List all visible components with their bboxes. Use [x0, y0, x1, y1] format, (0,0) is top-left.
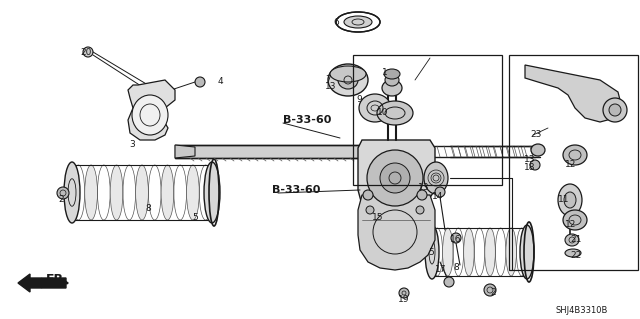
Ellipse shape [531, 144, 545, 156]
Ellipse shape [110, 165, 123, 220]
Text: 3: 3 [129, 140, 135, 149]
Ellipse shape [363, 190, 373, 200]
Ellipse shape [384, 69, 400, 79]
Ellipse shape [377, 101, 413, 125]
Text: 2: 2 [490, 288, 495, 297]
Text: 18: 18 [524, 163, 536, 172]
Ellipse shape [565, 234, 579, 246]
Ellipse shape [204, 162, 220, 223]
Ellipse shape [520, 225, 534, 279]
Text: 4: 4 [218, 77, 223, 86]
Text: 11: 11 [558, 195, 570, 204]
Text: 13: 13 [418, 183, 429, 192]
Text: B-33-60: B-33-60 [283, 115, 332, 125]
Ellipse shape [451, 233, 461, 243]
Text: 12: 12 [565, 220, 577, 229]
Text: 19: 19 [398, 295, 410, 304]
Text: 13: 13 [524, 155, 536, 164]
Text: 14: 14 [432, 192, 444, 201]
Ellipse shape [506, 228, 516, 276]
Text: 8: 8 [453, 263, 459, 272]
Ellipse shape [563, 145, 587, 165]
Text: 7: 7 [325, 75, 331, 84]
Ellipse shape [417, 190, 427, 200]
Text: 16: 16 [450, 235, 461, 244]
Polygon shape [525, 65, 622, 122]
Ellipse shape [609, 104, 621, 116]
Text: 9: 9 [356, 95, 362, 104]
Ellipse shape [84, 165, 97, 220]
Text: 21: 21 [570, 235, 581, 244]
Polygon shape [358, 195, 435, 270]
Text: 15: 15 [372, 213, 383, 222]
Ellipse shape [64, 162, 80, 223]
Text: 6: 6 [333, 18, 339, 27]
Ellipse shape [338, 71, 358, 89]
Bar [509, 55, 638, 270]
Ellipse shape [424, 162, 448, 194]
Text: 17: 17 [435, 265, 447, 274]
Text: 1: 1 [382, 68, 388, 77]
Ellipse shape [530, 160, 540, 170]
Ellipse shape [132, 95, 168, 135]
Polygon shape [358, 140, 435, 218]
Ellipse shape [484, 228, 495, 276]
Text: 8: 8 [145, 204, 151, 213]
Text: 10: 10 [377, 108, 388, 117]
Ellipse shape [563, 210, 587, 230]
Ellipse shape [484, 284, 496, 296]
Text: 2: 2 [58, 195, 63, 204]
Ellipse shape [463, 228, 474, 276]
Text: B-33-60: B-33-60 [272, 185, 321, 195]
Ellipse shape [399, 288, 409, 298]
Ellipse shape [136, 165, 148, 220]
Text: 5: 5 [192, 213, 198, 222]
Ellipse shape [435, 187, 445, 197]
Ellipse shape [359, 94, 391, 122]
Ellipse shape [57, 187, 69, 199]
Ellipse shape [367, 150, 423, 206]
Ellipse shape [564, 192, 576, 208]
Ellipse shape [385, 74, 399, 86]
Ellipse shape [380, 163, 410, 193]
FancyArrow shape [18, 274, 66, 292]
Ellipse shape [442, 228, 453, 276]
Polygon shape [128, 80, 175, 140]
Ellipse shape [328, 64, 368, 96]
Ellipse shape [366, 206, 374, 214]
Text: 23: 23 [530, 130, 541, 139]
Ellipse shape [83, 47, 93, 57]
Ellipse shape [186, 165, 199, 220]
Text: SHJ4B3310B: SHJ4B3310B [556, 306, 609, 315]
Ellipse shape [603, 98, 627, 122]
Bar [353, 55, 502, 185]
Ellipse shape [344, 16, 372, 28]
Polygon shape [175, 145, 195, 158]
Ellipse shape [161, 165, 174, 220]
Ellipse shape [425, 225, 439, 279]
Ellipse shape [565, 249, 581, 257]
Text: 12: 12 [565, 160, 577, 169]
Ellipse shape [444, 277, 454, 287]
Ellipse shape [330, 66, 366, 82]
Bar [175, 145, 418, 158]
Text: 13: 13 [325, 82, 337, 91]
Text: FR.: FR. [46, 273, 69, 286]
Ellipse shape [558, 184, 582, 216]
Text: 20: 20 [80, 48, 92, 57]
Text: 5: 5 [428, 248, 434, 257]
Text: 22: 22 [570, 251, 581, 260]
Ellipse shape [382, 80, 402, 96]
Ellipse shape [195, 77, 205, 87]
Ellipse shape [416, 206, 424, 214]
